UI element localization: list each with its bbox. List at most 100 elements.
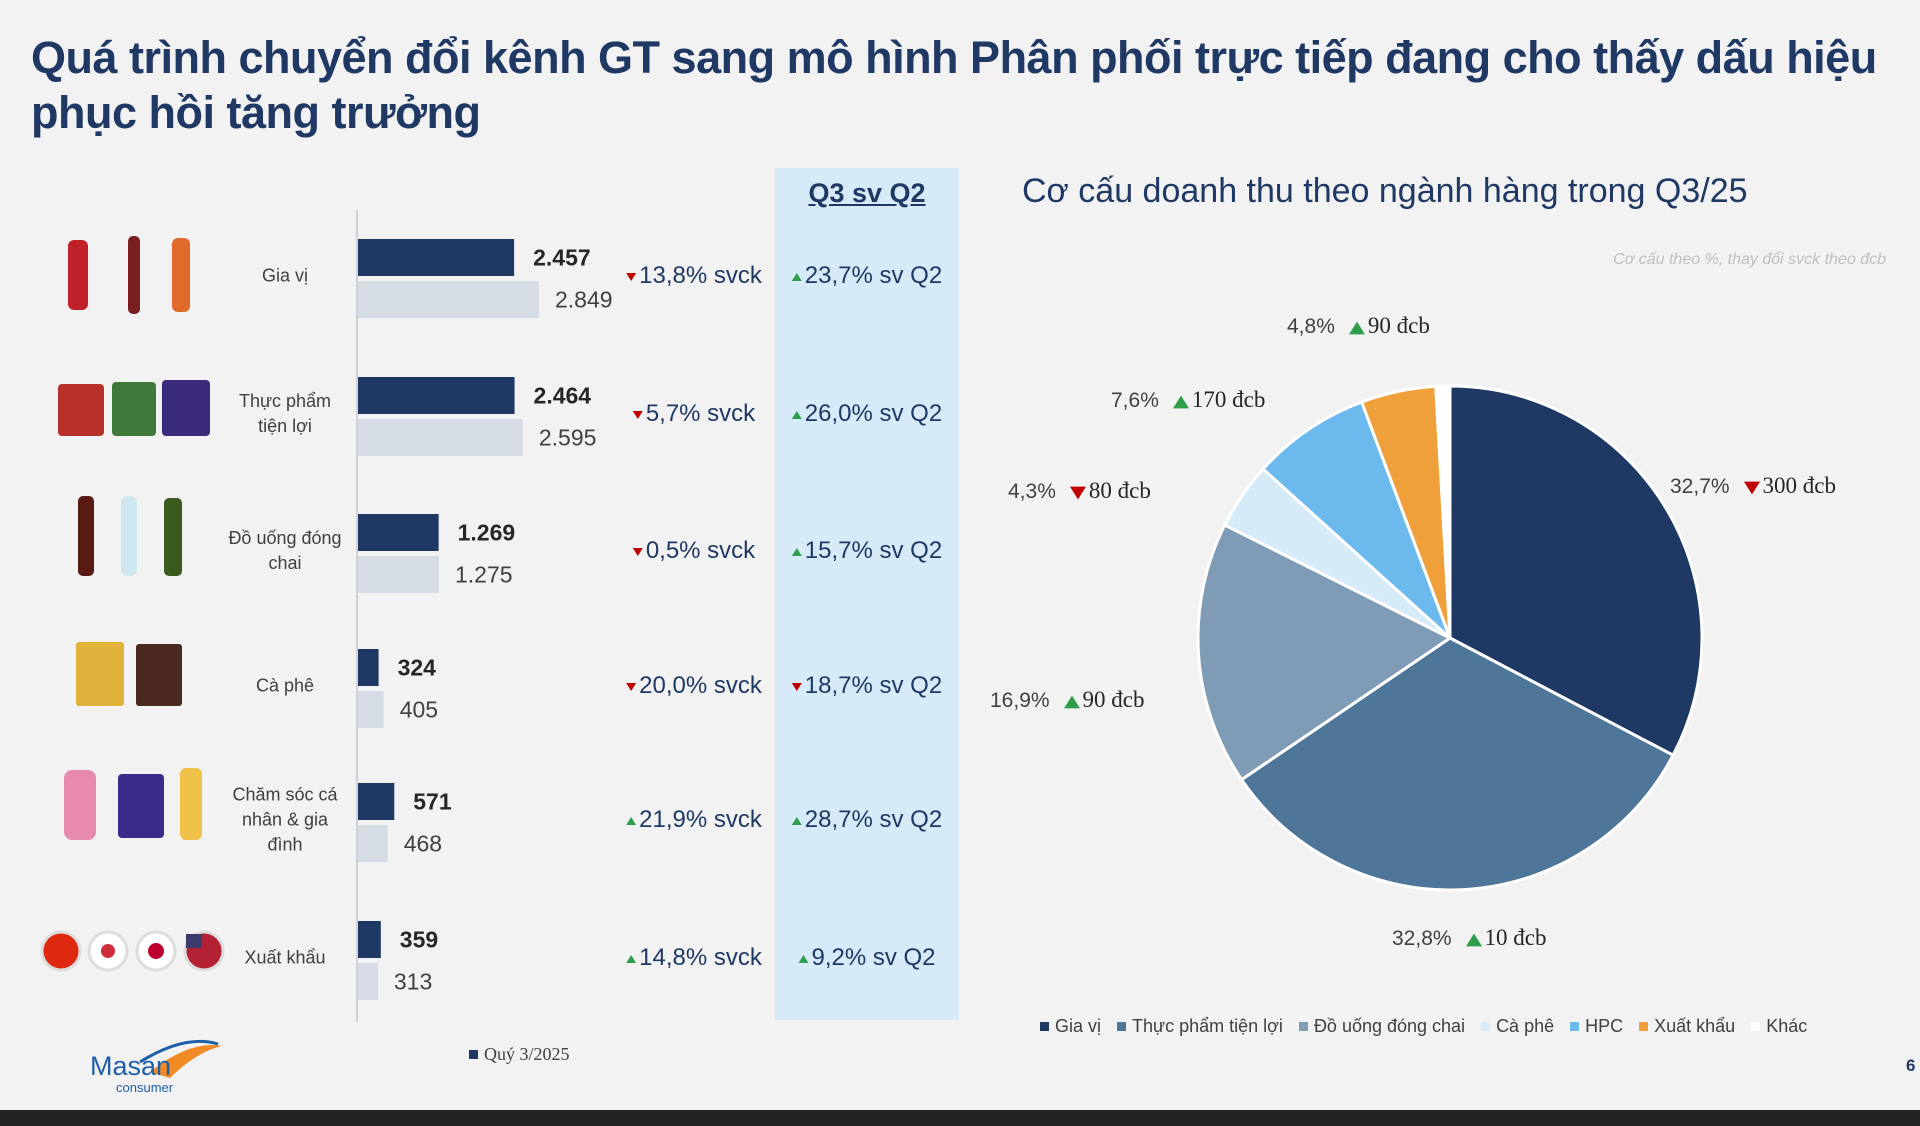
pie-value-label: 4,3%	[1008, 480, 1056, 503]
product-icon	[58, 384, 104, 436]
legend-swatch	[1117, 1022, 1127, 1031]
arrow-shape	[626, 954, 637, 963]
pie-change: 90 đcb	[1063, 687, 1145, 712]
legend-label: HPC	[1585, 1016, 1624, 1036]
yoy-change: 5,7% svck	[632, 400, 756, 428]
arrow-shape	[791, 816, 802, 825]
pie-change: 10 đcb	[1465, 925, 1547, 950]
legend-item: Thực phẩm tiện lợi	[1117, 1016, 1283, 1037]
bar	[358, 691, 384, 728]
value-label: 468	[403, 830, 443, 856]
legend-item: Cà phê	[1481, 1016, 1554, 1037]
product-icon	[118, 774, 164, 838]
up-arrow	[626, 816, 637, 825]
logo-swoosh	[150, 1045, 222, 1078]
pie-change: 300 đcb	[1743, 473, 1836, 498]
pie-label: 4,3% 80 đcb	[1008, 478, 1151, 504]
arrow-shape	[1465, 933, 1482, 947]
up-arrow	[626, 954, 637, 963]
legend-item: HPC	[1570, 1016, 1623, 1037]
yoy-change: 14,8% svck	[626, 944, 762, 972]
yoy-change: 21,9% svck	[626, 806, 762, 834]
qoq-change-text: 9,2% sv Q2	[811, 944, 936, 971]
product-icon	[180, 768, 202, 840]
qoq-change: 9,2% sv Q2	[798, 944, 936, 972]
category-label: Đồ uống đóng chai	[228, 528, 342, 573]
legend-label: Gia vị	[1055, 1016, 1102, 1036]
product-icon	[112, 382, 156, 436]
arrow-shape	[791, 682, 802, 691]
pie-change-text: 80 đcb	[1088, 478, 1151, 503]
legend-swatch	[1570, 1022, 1580, 1031]
yoy-change-text: 0,5% svck	[645, 537, 756, 564]
pie-change-text: 170 đcb	[1191, 387, 1266, 412]
down-arrow	[1069, 486, 1086, 500]
legend-label: Quý 3/2025	[484, 1044, 570, 1064]
product-icon	[162, 380, 210, 436]
category-label: Thực phẩm tiện lợi	[238, 391, 332, 436]
pie-value-label: 7,6%	[1111, 389, 1159, 412]
yoy-change-text: 14,8% svck	[639, 944, 762, 971]
value-label: 2.849	[555, 286, 613, 312]
bottom-bar	[0, 1110, 1920, 1126]
flag-icon	[40, 930, 82, 972]
up-arrow	[791, 410, 802, 419]
arrow-shape	[626, 816, 637, 825]
pie-label: 16,9% 90 đcb	[990, 687, 1145, 713]
yoy-change-text: 13,8% svck	[639, 262, 762, 289]
qoq-change: 28,7% sv Q2	[791, 806, 943, 834]
down-arrow	[632, 547, 643, 556]
legend-item: Xuất khẩu	[1639, 1016, 1735, 1037]
legend-label: Thực phẩm tiện lợi	[1132, 1016, 1283, 1036]
flag-icon	[101, 944, 115, 958]
pie-value-label: 16,9%	[990, 689, 1050, 712]
legend-label: Đồ uống đóng chai	[1313, 1016, 1466, 1036]
up-arrow	[1172, 395, 1189, 409]
yoy-change-text: 5,7% svck	[645, 400, 756, 427]
qoq-change-text: 15,7% sv Q2	[804, 537, 943, 564]
bar-legend: Quý 3/2025	[469, 1044, 570, 1065]
arrow-shape	[1743, 481, 1760, 495]
pie-label: 4,8% 90 đcb	[1287, 313, 1430, 339]
product-icons	[40, 236, 225, 972]
legend-item: Đồ uống đóng chai	[1298, 1016, 1466, 1037]
up-arrow	[791, 272, 802, 281]
legend-swatch	[469, 1050, 478, 1059]
up-arrow	[1063, 695, 1080, 709]
highlight-column	[775, 168, 959, 1020]
bar	[358, 514, 439, 551]
pie-value-label: 32,8%	[1392, 927, 1452, 950]
down-arrow	[626, 682, 637, 691]
logo-swoosh	[139, 1039, 219, 1064]
pie-label: 32,8% 10 đcb	[1392, 925, 1547, 951]
pie-change-text: 90 đcb	[1082, 687, 1145, 712]
arrow-shape	[626, 272, 637, 281]
pie-change-text: 10 đcb	[1484, 925, 1547, 950]
value-label: 359	[399, 926, 439, 952]
bar	[358, 921, 381, 958]
down-arrow	[1743, 481, 1760, 495]
pie-change-text: 90 đcb	[1367, 313, 1430, 338]
up-arrow	[1465, 933, 1482, 947]
legend-swatch	[1639, 1022, 1649, 1031]
qoq-change: 26,0% sv Q2	[791, 400, 942, 428]
pie-legend: Gia vị Thực phẩm tiện lợi Đồ uống đóng cha…	[1040, 1016, 1807, 1037]
yoy-change: 20,0% svck	[626, 672, 762, 700]
up-arrow	[798, 954, 809, 963]
pie-slice	[1260, 400, 1452, 640]
yoy-change: 0,5% svck	[632, 537, 756, 565]
qoq-change-text: 28,7% sv Q2	[804, 806, 943, 833]
category-label: Cà phê	[255, 675, 315, 696]
product-icon	[164, 498, 182, 576]
value-label: 1.275	[455, 561, 513, 587]
slide-title: Quá trình chuyển đổi kênh GT sang mô hìn…	[31, 32, 1877, 138]
pie-label: 7,6% 170 đcb	[1111, 387, 1265, 413]
value-label: 1.269	[457, 519, 516, 545]
arrow-shape	[791, 272, 802, 281]
legend-label: Khác	[1766, 1016, 1808, 1036]
product-icon	[68, 240, 88, 310]
down-arrow	[632, 410, 643, 419]
legend-label: Xuất khẩu	[1654, 1016, 1736, 1036]
